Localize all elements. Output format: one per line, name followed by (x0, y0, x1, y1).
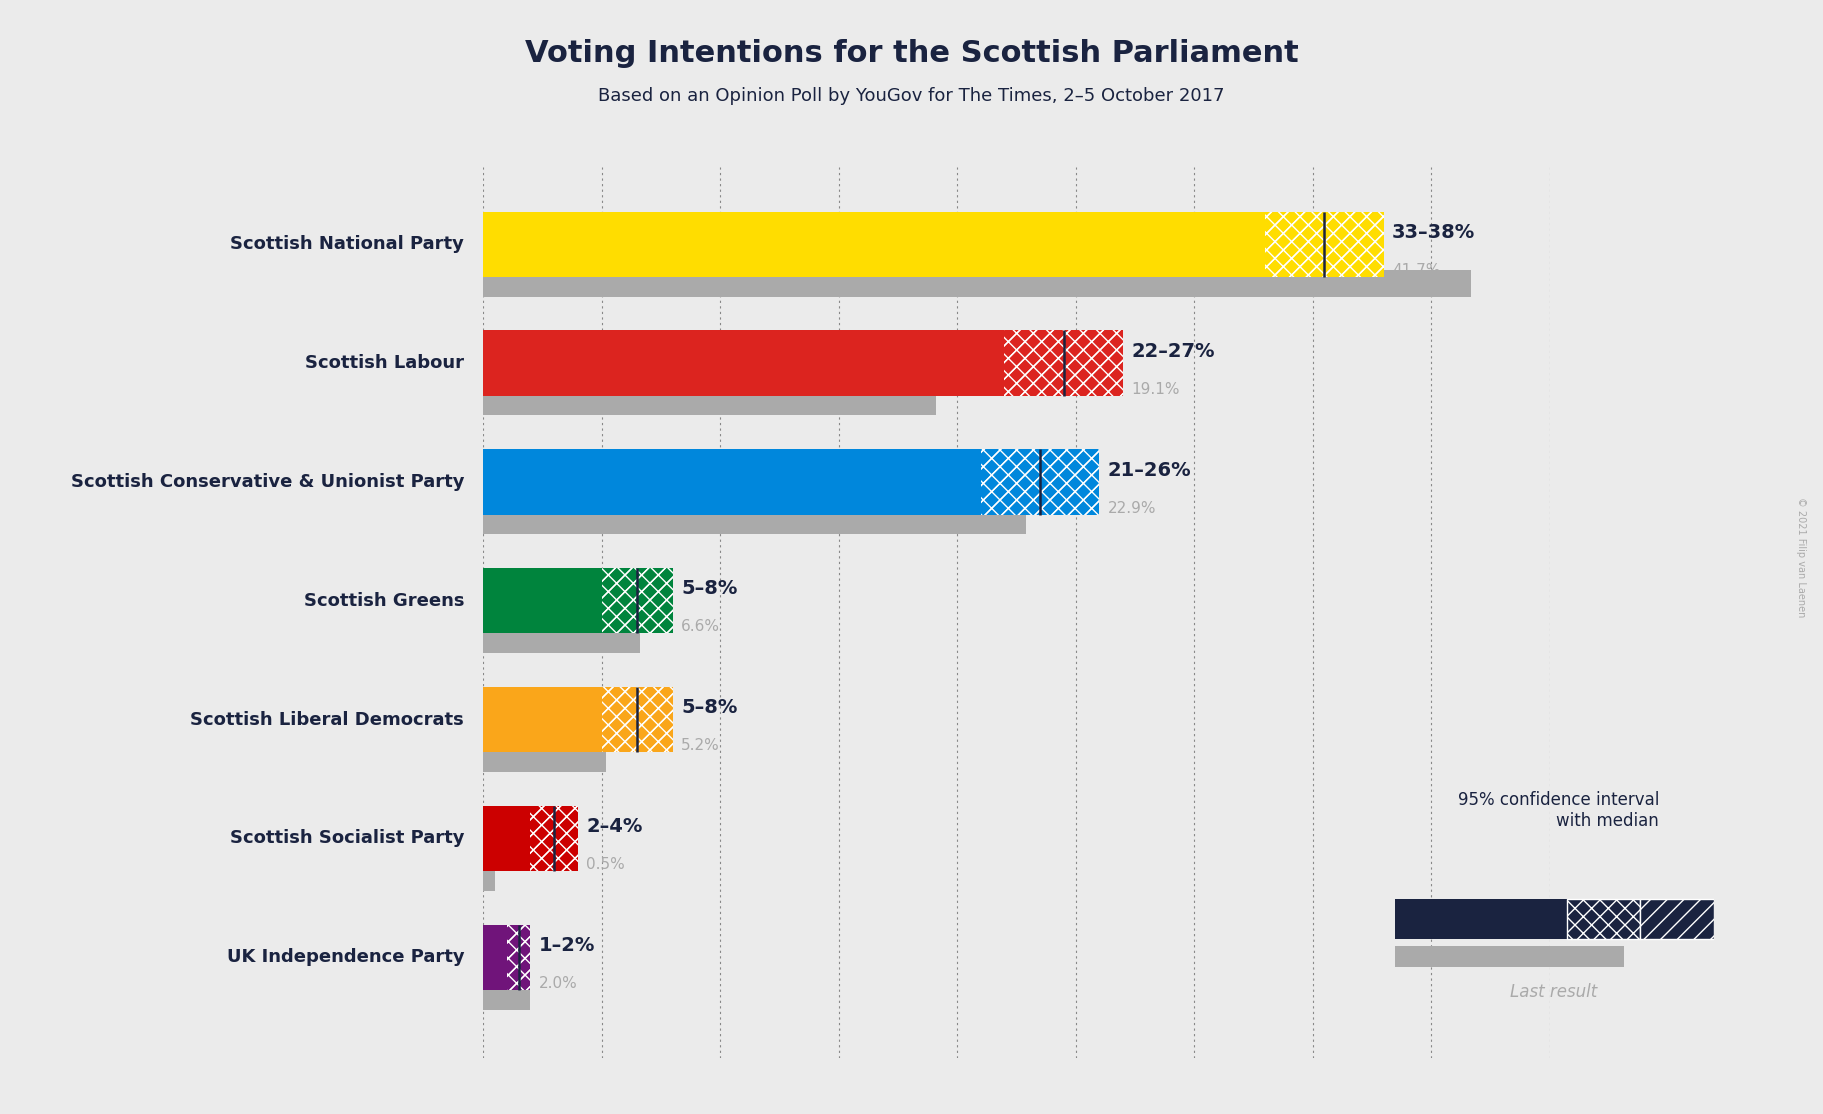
Text: 41.7%: 41.7% (1393, 263, 1440, 278)
Text: Scottish Labour: Scottish Labour (304, 354, 465, 372)
Bar (981, 449, 1099, 515)
Bar (483, 864, 496, 891)
Bar (981, 449, 1099, 515)
Bar (483, 568, 602, 634)
Bar (483, 271, 1471, 296)
Text: 95% confidence interval
with median: 95% confidence interval with median (1458, 791, 1659, 830)
Bar (530, 805, 578, 871)
Text: Scottish Liberal Democrats: Scottish Liberal Democrats (190, 711, 465, 729)
Bar (483, 687, 602, 752)
Text: 22–27%: 22–27% (1132, 342, 1214, 361)
Bar (530, 805, 578, 871)
Text: 33–38%: 33–38% (1393, 223, 1475, 242)
Bar (602, 568, 673, 634)
Bar (1004, 331, 1123, 395)
Bar (507, 925, 530, 990)
Bar (602, 687, 673, 752)
Bar (1004, 331, 1123, 395)
Bar (602, 687, 673, 752)
Bar (1395, 899, 1568, 939)
Bar (1641, 899, 1714, 939)
Bar (981, 449, 1099, 515)
Text: Based on an Opinion Poll by YouGov for The Times, 2–5 October 2017: Based on an Opinion Poll by YouGov for T… (598, 87, 1225, 105)
Bar (507, 925, 530, 990)
Bar (1568, 899, 1641, 939)
Bar (483, 212, 1265, 277)
Text: 6.6%: 6.6% (682, 619, 720, 635)
Text: Voting Intentions for the Scottish Parliament: Voting Intentions for the Scottish Parli… (525, 39, 1298, 68)
Text: Last result: Last result (1509, 983, 1597, 1000)
Text: 19.1%: 19.1% (1132, 382, 1179, 397)
Bar (483, 925, 507, 990)
Text: 2–4%: 2–4% (587, 817, 642, 837)
Text: 1–2%: 1–2% (540, 936, 594, 955)
Text: UK Independence Party: UK Independence Party (226, 948, 465, 966)
Text: 0.5%: 0.5% (587, 857, 625, 872)
Text: © 2021 Filip van Laenen: © 2021 Filip van Laenen (1796, 497, 1807, 617)
Bar (507, 925, 530, 990)
Bar (483, 805, 530, 871)
Text: 5–8%: 5–8% (682, 579, 736, 598)
Text: 22.9%: 22.9% (1108, 500, 1156, 516)
Bar (483, 389, 935, 416)
Text: 2.0%: 2.0% (540, 976, 578, 991)
Text: 21–26%: 21–26% (1108, 460, 1190, 480)
Bar (602, 568, 673, 634)
Bar (1265, 212, 1384, 277)
Text: Scottish Socialist Party: Scottish Socialist Party (230, 830, 465, 848)
Bar (1395, 946, 1624, 967)
Bar (530, 805, 578, 871)
Text: 5.2%: 5.2% (682, 739, 720, 753)
Text: Scottish National Party: Scottish National Party (230, 235, 465, 253)
Bar (1265, 212, 1384, 277)
Bar (602, 568, 673, 634)
Bar (483, 331, 1004, 395)
Bar (602, 687, 673, 752)
Bar (483, 745, 607, 772)
Text: 5–8%: 5–8% (682, 698, 736, 717)
Bar (1265, 212, 1384, 277)
Bar (483, 508, 1026, 535)
Bar (483, 984, 530, 1009)
Bar (1004, 331, 1123, 395)
Bar (483, 627, 640, 653)
Text: Scottish Greens: Scottish Greens (304, 592, 465, 609)
Text: Scottish Conservative & Unionist Party: Scottish Conservative & Unionist Party (71, 473, 465, 491)
Bar (483, 449, 981, 515)
